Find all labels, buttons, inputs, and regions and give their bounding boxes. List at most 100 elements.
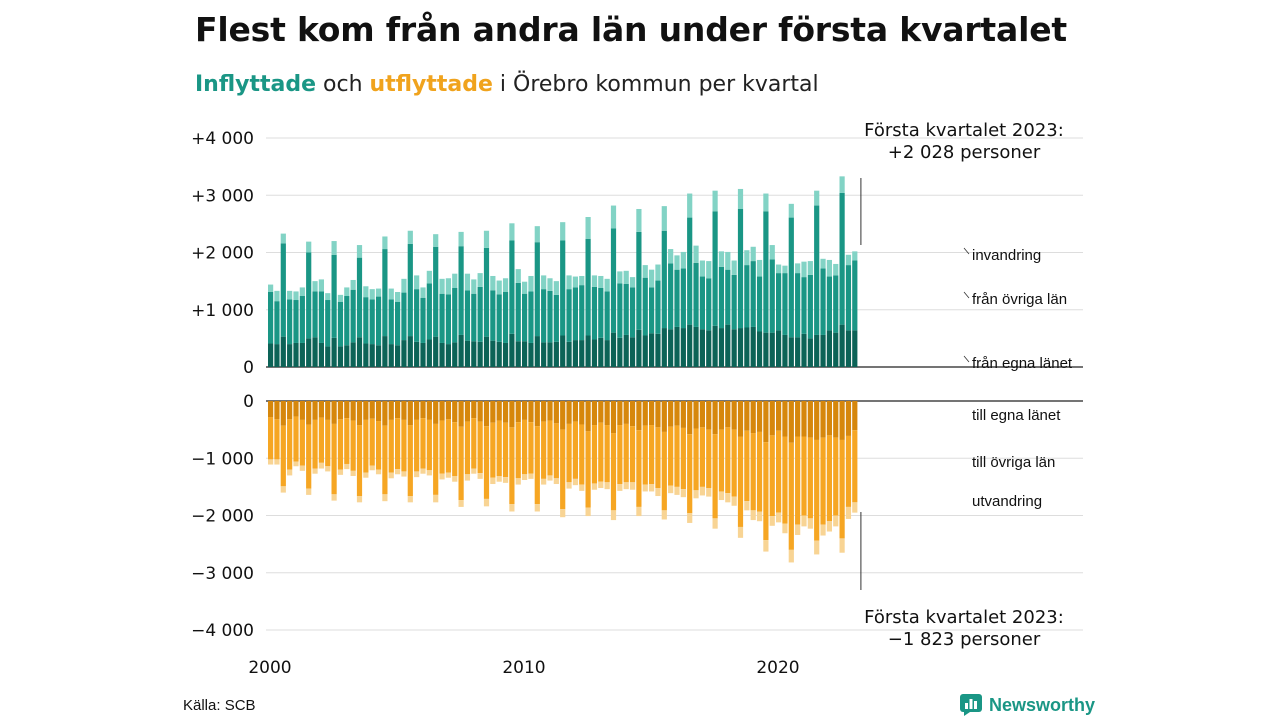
bar-out_egna	[331, 401, 337, 424]
bar-out_egna	[464, 401, 471, 422]
bar-out_egna	[776, 401, 782, 431]
bar-out_egna	[598, 401, 604, 423]
bar-in_egna	[541, 342, 547, 367]
bar-out_utvandring	[299, 465, 305, 471]
bar-in_invandring	[680, 251, 686, 269]
bar-out_egna	[515, 401, 521, 423]
bar-in_invandring	[585, 217, 591, 239]
bar-in_invandring	[268, 284, 274, 293]
bar-in_ovriga	[344, 296, 350, 346]
bar-in_invandring	[776, 264, 782, 274]
bar-out_egna	[826, 401, 832, 436]
bar-out_utvandring	[572, 478, 578, 486]
bar-in_invandring	[566, 275, 572, 290]
bar-in_egna	[464, 340, 471, 367]
bar-out_ovriga	[725, 427, 731, 494]
bar-in_invandring	[712, 190, 718, 212]
bar-out_ovriga	[268, 417, 274, 460]
bar-out_egna	[706, 401, 712, 430]
bar-in_egna	[585, 335, 591, 367]
bar-out_ovriga	[674, 425, 680, 487]
bar-in_egna	[426, 339, 432, 367]
bar-in_ovriga	[287, 299, 293, 345]
bar-in_egna	[414, 341, 420, 367]
bar-out_utvandring	[363, 472, 369, 478]
bar-out_egna	[604, 401, 610, 426]
bar-out_utvandring	[382, 494, 388, 502]
bar-in_invandring	[337, 294, 344, 302]
bar-in_egna	[471, 341, 477, 367]
bar-in_ovriga	[496, 294, 502, 342]
bar-in_invandring	[331, 241, 337, 255]
bar-in_ovriga	[477, 286, 483, 342]
bar-in_ovriga	[826, 276, 832, 331]
annotation-outflow-2023q1: Första kvartalet 2023: −1 823 personer	[848, 607, 1080, 651]
bar-out_ovriga	[604, 425, 610, 483]
bar-in_ovriga	[649, 287, 655, 334]
bar-in_invandring	[426, 270, 432, 284]
bar-out_ovriga	[845, 435, 852, 507]
bar-in_ovriga	[433, 246, 439, 337]
bar-in_ovriga	[452, 287, 458, 343]
bar-in_egna	[350, 342, 356, 367]
bar-out_utvandring	[649, 484, 655, 492]
bar-in_egna	[420, 342, 426, 367]
bar-in_invandring	[293, 291, 299, 301]
bar-out_utvandring	[566, 482, 572, 489]
bar-in_ovriga	[306, 252, 312, 339]
bar-out_ovriga	[344, 418, 350, 464]
bar-out_egna	[287, 401, 293, 420]
bar-out_ovriga	[509, 427, 515, 505]
bar-in_egna	[788, 337, 794, 367]
bar-in_invandring	[471, 279, 477, 294]
bar-out_ovriga	[382, 425, 388, 495]
bar-out_egna	[541, 401, 547, 422]
bar-in_egna	[579, 340, 585, 367]
y-tick-label: +1 000	[191, 301, 254, 321]
bar-out_egna	[318, 401, 324, 418]
bar-out_egna	[401, 401, 407, 420]
bar-out_egna	[674, 401, 680, 426]
bar-in_egna	[395, 345, 401, 367]
bar-out_egna	[375, 401, 382, 422]
bar-out_utvandring	[668, 485, 674, 494]
bar-out_ovriga	[566, 423, 572, 483]
bar-out_utvandring	[502, 477, 509, 483]
bar-out_utvandring	[845, 506, 852, 519]
bar-in_invandring	[287, 290, 293, 300]
bar-out_utvandring	[693, 490, 699, 499]
bar-in_ovriga	[591, 286, 598, 340]
bar-in_egna	[306, 338, 312, 367]
bar-out_utvandring	[477, 473, 483, 479]
bar-in_ovriga	[674, 269, 680, 327]
bar-in_invandring	[445, 278, 451, 295]
bar-in_invandring	[629, 277, 636, 288]
bar-in_egna	[744, 327, 750, 367]
bar-out_egna	[420, 401, 426, 419]
bar-out_ovriga	[737, 436, 744, 527]
bar-out_utvandring	[388, 472, 394, 479]
bar-out_egna	[433, 401, 439, 424]
brand-logo[interactable]: Newsworthy	[960, 693, 1095, 717]
bar-in_invandring	[414, 275, 420, 290]
bar-in_ovriga	[642, 277, 648, 336]
bar-out_egna	[718, 401, 725, 430]
bar-in_invandring	[407, 230, 413, 244]
bar-in_ovriga	[414, 289, 420, 342]
bar-out_egna	[852, 401, 858, 431]
bar-out_egna	[572, 401, 578, 422]
bar-in_egna	[820, 334, 826, 367]
subtitle-rest: i Örebro kommun per kvartal	[492, 72, 819, 97]
bar-in_egna	[661, 328, 667, 367]
bar-in_ovriga	[515, 282, 521, 342]
bar-out_ovriga	[560, 429, 566, 510]
chart-title: Flest kom från andra län under första kv…	[195, 10, 1067, 49]
bar-out_ovriga	[801, 436, 807, 516]
bar-in_invandring	[687, 193, 693, 218]
bar-out_ovriga	[642, 425, 648, 485]
bar-in_invandring	[541, 275, 547, 290]
bar-out_ovriga	[553, 423, 559, 479]
bar-in_egna	[299, 342, 305, 367]
y-tick-label: −4 000	[191, 621, 254, 641]
bar-out_ovriga	[833, 437, 839, 516]
